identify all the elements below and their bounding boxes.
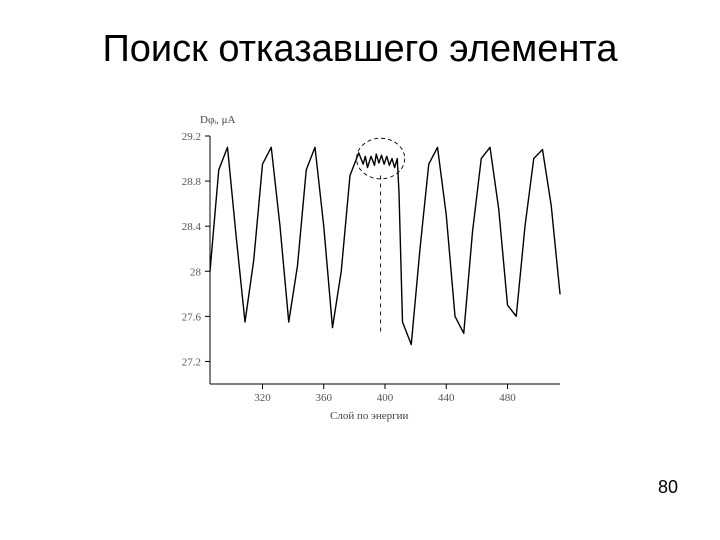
- svg-text:320: 320: [254, 392, 271, 404]
- chart-svg: 27.2 27.6 28 28.4 28.8 29.2 320 360 400 440 480: [150, 108, 570, 428]
- svg-text:28.4: 28.4: [182, 221, 202, 233]
- page-number: 80: [658, 477, 678, 498]
- svg-text:27.6: 27.6: [182, 311, 202, 323]
- svg-text:28.8: 28.8: [182, 176, 202, 188]
- y-axis-label: Dφᵢ, μA: [200, 114, 235, 126]
- x-axis-label: Слой по энергии: [330, 410, 408, 422]
- svg-text:480: 480: [499, 392, 516, 404]
- chart-container: 27.2 27.6 28 28.4 28.8 29.2 320 360 400 440 480 Dφ…: [150, 108, 570, 428]
- svg-text:440: 440: [438, 392, 455, 404]
- svg-text:360: 360: [316, 392, 333, 404]
- svg-text:28: 28: [190, 266, 202, 278]
- svg-text:27.2: 27.2: [182, 356, 201, 368]
- slide: { "title": { "text": "Поиск отказавшего …: [0, 0, 720, 540]
- slide-title: Поиск отказавшего элемента: [0, 28, 720, 71]
- svg-text:400: 400: [377, 392, 394, 404]
- svg-text:29.2: 29.2: [182, 131, 201, 143]
